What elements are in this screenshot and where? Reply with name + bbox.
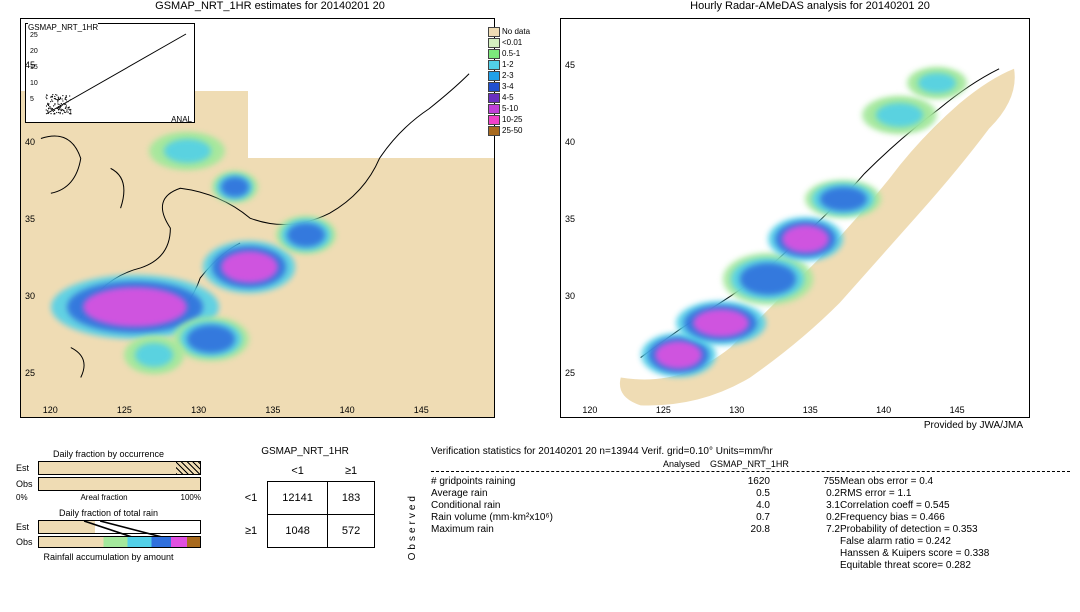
- color-legend: No data<0.010.5-11-22-33-44-55-1010-2525…: [488, 26, 534, 136]
- ct-00: 12141: [268, 482, 328, 515]
- stat-row: Conditional rain4.03.1: [431, 500, 840, 511]
- occ-est-bar: [38, 461, 201, 475]
- stats-col-a: Analysed: [431, 459, 710, 469]
- ct-row2: ≥1: [235, 515, 268, 548]
- legend-item: No data: [488, 26, 534, 37]
- stats-left: # gridpoints raining1620755Average rain0…: [431, 476, 840, 572]
- left-map: GSMAP_NRT_1HR 510152025 ANAL 12012513013…: [20, 18, 495, 418]
- axis-100: 100%: [181, 493, 201, 502]
- stat-metric: RMS error = 1.1: [840, 488, 1070, 499]
- rain-layer-right: [561, 19, 1029, 417]
- right-map: Provided by JWA/JMA 12012513013514014525…: [560, 18, 1030, 418]
- legend-item: 5-10: [488, 103, 534, 114]
- stat-metric: Equitable threat score= 0.282: [840, 560, 1070, 571]
- legend-item: 4-5: [488, 92, 534, 103]
- axis-0: 0%: [16, 493, 28, 502]
- est-label: Est: [16, 463, 38, 473]
- tot-title: Daily fraction of total rain: [16, 508, 201, 518]
- stat-metric: Probability of detection = 0.353: [840, 524, 1070, 535]
- stats-title: Verification statistics for 20140201 20 …: [431, 446, 1070, 457]
- ct-row1: <1: [235, 482, 268, 515]
- anal-label: ANAL: [171, 115, 192, 124]
- ct-col1: <1: [268, 461, 328, 482]
- ct-11: 572: [327, 515, 374, 548]
- legend-item: 2-3: [488, 70, 534, 81]
- legend-item: 0.5-1: [488, 48, 534, 59]
- legend-item: 3-4: [488, 81, 534, 92]
- ct-01: 183: [327, 482, 374, 515]
- contingency-panel: GSMAP_NRT_1HR <1≥1 <112141183 ≥11048572: [205, 442, 405, 612]
- stat-row: Maximum rain20.87.2: [431, 524, 840, 535]
- axis-mid: Areal fraction: [80, 493, 127, 502]
- stats-panel: Verification statistics for 20140201 20 …: [419, 442, 1080, 612]
- legend-item: <0.01: [488, 37, 534, 48]
- stat-metric: Correlation coeff = 0.545: [840, 500, 1070, 511]
- stat-metric: Mean obs error = 0.4: [840, 476, 1070, 487]
- tot-obs-bar: [38, 536, 201, 548]
- inset-title: GSMAP_NRT_1HR: [28, 23, 98, 32]
- acc-title: Rainfall accumulation by amount: [16, 552, 201, 562]
- observed-axis-label: Observed: [407, 493, 418, 560]
- svg-text:10: 10: [30, 80, 38, 87]
- left-map-panel: GSMAP_NRT_1HR estimates for 20140201 20 …: [0, 0, 540, 440]
- stat-row: Average rain0.50.2: [431, 488, 840, 499]
- stat-metric: Frequency bias = 0.466: [840, 512, 1070, 523]
- contingency-table: <1≥1 <112141183 ≥11048572: [235, 461, 376, 548]
- tot-est-bar: [38, 520, 201, 534]
- obs-label: Obs: [16, 479, 38, 489]
- stat-metric: False alarm ratio = 0.242: [840, 536, 1070, 547]
- bottom-row: Daily fraction by occurrence Est Obs 0% …: [0, 442, 1080, 612]
- obs-label2: Obs: [16, 537, 38, 547]
- est-label2: Est: [16, 522, 38, 532]
- stats-right: Mean obs error = 0.4RMS error = 1.1Corre…: [840, 476, 1070, 572]
- fractions-panel: Daily fraction by occurrence Est Obs 0% …: [0, 442, 205, 612]
- maps-row: GSMAP_NRT_1HR estimates for 20140201 20 …: [0, 0, 1080, 440]
- stat-metric: Hanssen & Kuipers score = 0.338: [840, 548, 1070, 559]
- inset-svg: 510152025: [26, 24, 196, 124]
- legend-item: 1-2: [488, 59, 534, 70]
- occ-obs-bar: [38, 477, 201, 491]
- ct-10: 1048: [268, 515, 328, 548]
- stats-col-b: GSMAP_NRT_1HR: [710, 459, 840, 469]
- ct-col2: ≥1: [327, 461, 374, 482]
- svg-text:20: 20: [30, 48, 38, 55]
- scatter-inset: GSMAP_NRT_1HR 510152025 ANAL: [25, 23, 195, 123]
- provider-label: Provided by JWA/JMA: [924, 420, 1023, 431]
- right-map-title: Hourly Radar-AMeDAS analysis for 2014020…: [540, 0, 1080, 12]
- stat-row: # gridpoints raining1620755: [431, 476, 840, 487]
- right-map-panel: Hourly Radar-AMeDAS analysis for 2014020…: [540, 0, 1080, 440]
- legend-item: 10-25: [488, 114, 534, 125]
- svg-text:5: 5: [30, 96, 34, 103]
- contingency-title: GSMAP_NRT_1HR: [205, 446, 405, 457]
- svg-text:25: 25: [30, 32, 38, 39]
- legend-item: 25-50: [488, 125, 534, 136]
- divider: [431, 471, 1070, 472]
- occ-title: Daily fraction by occurrence: [16, 449, 201, 459]
- left-map-title: GSMAP_NRT_1HR estimates for 20140201 20: [0, 0, 540, 12]
- stat-row: Rain volume (mm·km²x10⁶)0.70.2: [431, 512, 840, 523]
